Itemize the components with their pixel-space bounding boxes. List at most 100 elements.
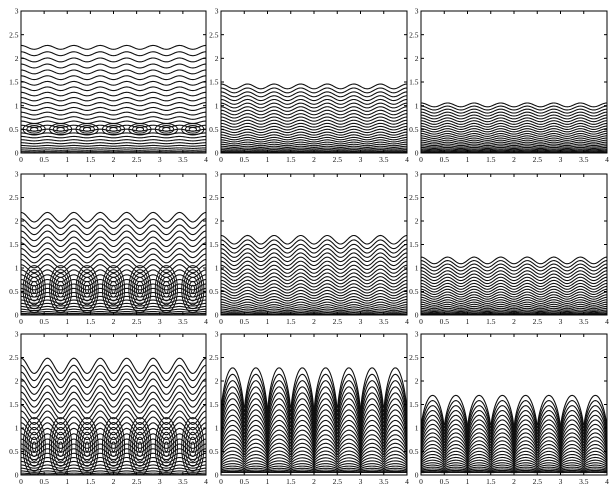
- y-tick-label: 2: [215, 54, 219, 63]
- closed-contour-cell: [79, 125, 95, 134]
- contour-line: [421, 469, 607, 473]
- contour-line: [221, 409, 407, 439]
- closed-contour-cell: [81, 431, 94, 462]
- y-tick-label: 2: [15, 217, 19, 226]
- x-tick-label: 1.5: [286, 477, 296, 486]
- contour-line: [221, 116, 407, 122]
- contour-line: [221, 463, 407, 469]
- contour-line: [221, 279, 407, 288]
- closed-contour-cell: [56, 280, 65, 298]
- closed-contour-cell: [160, 276, 173, 302]
- contour-line: [421, 468, 607, 472]
- contour-line: [221, 109, 407, 116]
- contour-line: [421, 132, 607, 137]
- contour-line: [421, 301, 607, 306]
- y-tick-label: 3: [215, 170, 219, 179]
- contour-line: [21, 120, 206, 124]
- contour-line: [221, 106, 407, 112]
- closed-contour-cell: [128, 417, 152, 475]
- closed-contour-cell: [160, 431, 173, 462]
- x-tick-label: 2: [312, 477, 316, 486]
- x-tick-label: 0.5: [39, 317, 49, 326]
- contour-line: [221, 450, 407, 463]
- closed-contour-cell: [82, 280, 92, 298]
- closed-contour-cell: [186, 276, 199, 302]
- closed-contour-cell: [184, 426, 201, 467]
- y-tick-label: 2: [15, 54, 19, 63]
- closed-contour-cell: [50, 422, 71, 472]
- contour-line: [421, 307, 607, 311]
- x-tick-label: 2.5: [132, 155, 142, 164]
- closed-contour-cell: [111, 441, 116, 453]
- y-tick-label: 1: [415, 424, 419, 433]
- closed-contour-cell: [181, 265, 205, 314]
- x-tick-label: 0: [219, 155, 223, 164]
- contour-line: [221, 113, 407, 119]
- contour-line: [221, 141, 407, 145]
- closed-contour-cell: [58, 284, 63, 294]
- contour-line: [221, 403, 407, 436]
- closed-contour-cell: [28, 276, 41, 302]
- y-tick-label: 0: [215, 149, 219, 158]
- y-tick-label: 0: [415, 149, 419, 158]
- contour-line: [221, 102, 407, 109]
- contour-lines: [421, 394, 607, 474]
- closed-contour-cell: [188, 436, 197, 458]
- x-tick-label: 0.5: [440, 155, 450, 164]
- y-tick-label: 0: [15, 311, 19, 320]
- contour-line: [421, 120, 607, 125]
- y-tick-label: 2: [215, 377, 219, 386]
- x-tick-label: 2.5: [333, 477, 343, 486]
- contour-line: [221, 367, 407, 416]
- x-tick-label: 1: [65, 477, 69, 486]
- x-tick-label: 0.5: [39, 477, 49, 486]
- x-tick-label: 1: [266, 155, 270, 164]
- closed-contour-cell: [84, 284, 90, 294]
- x-tick-label: 2: [512, 477, 516, 486]
- contour-line: [221, 276, 407, 285]
- x-tick-label: 4: [605, 155, 609, 164]
- y-tick-label: 3: [415, 7, 419, 16]
- contour-line: [21, 135, 206, 139]
- contour-line: [221, 256, 407, 267]
- contour-line: [221, 419, 407, 444]
- closed-contour-cell: [26, 125, 43, 134]
- contour-line: [421, 443, 607, 458]
- contour-line: [21, 147, 206, 149]
- y-tick-label: 3: [415, 330, 419, 339]
- contour-line: [21, 258, 206, 269]
- contour-line: [221, 298, 407, 304]
- contour-line: [421, 305, 607, 310]
- closed-contour-cell: [30, 126, 39, 132]
- contour-line: [221, 454, 407, 465]
- y-tick-label: 1: [15, 101, 19, 110]
- contour-line: [421, 114, 607, 120]
- y-tick-label: 1: [15, 264, 19, 273]
- closed-contour-cell: [158, 125, 175, 134]
- contour-line: [21, 308, 206, 312]
- y-tick-label: 3: [15, 170, 19, 179]
- x-tick-label: 3.5: [379, 317, 389, 326]
- closed-contour-cell: [133, 431, 146, 462]
- contour-line: [421, 145, 607, 148]
- contour-line: [421, 143, 607, 147]
- contour-line: [21, 357, 206, 374]
- contour-line: [21, 467, 206, 471]
- closed-contour-cell: [154, 417, 178, 475]
- x-tick-label: 3.5: [579, 317, 589, 326]
- contour-line: [221, 243, 407, 254]
- closed-contour-cell: [84, 441, 90, 453]
- closed-contour-cell: [128, 265, 152, 314]
- contour-line: [21, 86, 206, 92]
- y-tick-label: 0.5: [409, 125, 419, 134]
- closed-contour-cell: [130, 422, 150, 472]
- panel-row1-col3: 0 0.5 1 1.5 2 2.5 3 3.5 4 0 0.5 1 1.5 2 2.5 3: [409, 7, 609, 164]
- contour-line: [21, 69, 206, 75]
- x-tick-label: 0: [219, 317, 223, 326]
- x-tick-label: 3.5: [178, 477, 188, 486]
- contour-line: [221, 308, 407, 312]
- contour-line: [421, 273, 607, 282]
- y-tick-label: 1.5: [9, 78, 19, 87]
- x-tick-label: 1.5: [86, 477, 96, 486]
- contour-line: [421, 276, 607, 285]
